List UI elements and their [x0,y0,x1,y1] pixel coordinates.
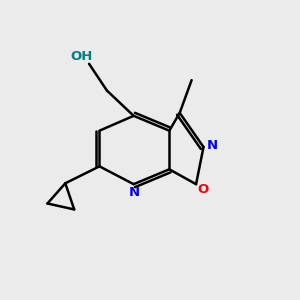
Text: OH: OH [70,50,93,63]
Text: N: N [206,139,218,152]
Text: N: N [129,186,140,199]
Text: O: O [197,183,208,196]
